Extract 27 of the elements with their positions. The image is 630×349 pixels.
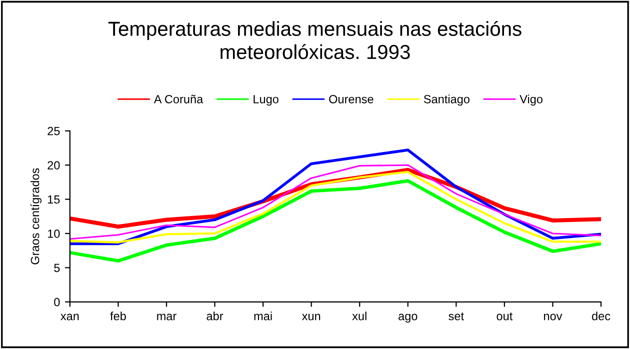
line-series [70, 148, 602, 246]
line-series [70, 179, 602, 263]
x-tick-label: out [496, 312, 513, 320]
legend-label: Ourense [329, 94, 374, 104]
x-tick-label: xun [302, 314, 320, 320]
chart-title: Temperaturas medias mensuais nas estacións meteorolóxicas. 1993 [108, 20, 522, 60]
y-tick-label: 15 [48, 195, 60, 204]
legend-label: Lugo [254, 95, 278, 106]
y-tick-label: 25 [48, 126, 60, 136]
legend-label: Santiago [424, 94, 470, 106]
y-tick-label: 10 [48, 230, 60, 238]
x-tick-label: set [448, 312, 464, 320]
x-tick-label: ago [398, 314, 418, 323]
x-tick-label: xul [352, 312, 366, 320]
y-tick-label: 0 [54, 298, 60, 306]
y-tick-label: 20 [48, 161, 60, 170]
x-tick-label: xan [60, 314, 79, 320]
x-tick-label: abr [206, 312, 224, 320]
y-axis-title: Graos centígrados [30, 168, 42, 264]
legend-label: Vigo [520, 94, 543, 106]
x-tick-label: mai [254, 312, 272, 320]
x-tick-label: nov [544, 314, 562, 320]
legend-label: A Coruña [154, 94, 204, 104]
x-tick-label: mar [157, 314, 176, 320]
y-tick-label: 5 [54, 264, 60, 272]
x-tick-label: dec [592, 312, 610, 320]
x-tick-label: feb [110, 312, 126, 320]
